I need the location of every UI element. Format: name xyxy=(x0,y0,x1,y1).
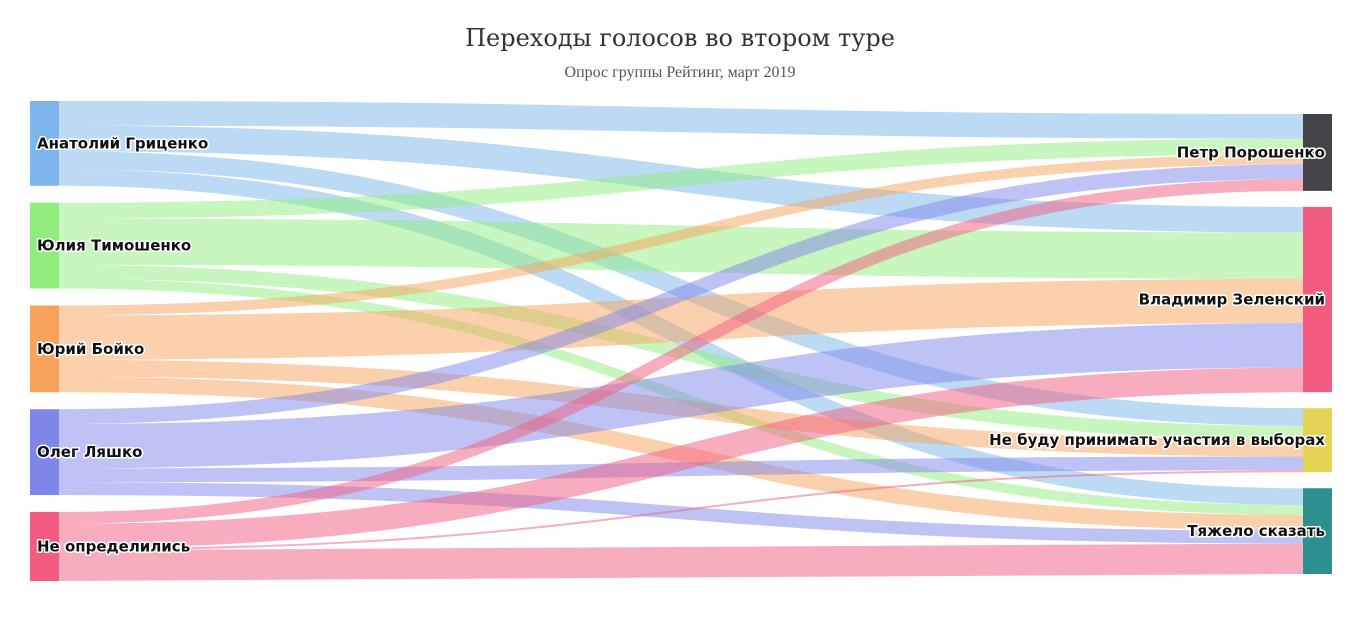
node-label-zelensky: Владимир Зеленский xyxy=(1139,291,1325,309)
link-grytsenko-to-poroshenko[interactable] xyxy=(58,101,1304,139)
node-label-tymoshenko: Юлия Тимошенко xyxy=(37,237,191,255)
node-lyashko[interactable] xyxy=(30,409,59,496)
chart-title: Переходы голосов во втором туре xyxy=(465,24,895,52)
node-undecided[interactable] xyxy=(30,512,59,581)
node-grytsenko[interactable] xyxy=(30,101,59,186)
node-label-abstain: Не буду принимать участия в выборах xyxy=(989,431,1325,449)
node-abstain[interactable] xyxy=(1303,408,1332,473)
link-lyashko-to-zelensky[interactable] xyxy=(58,323,1304,469)
node-label-grytsenko: Анатолий Гриценко xyxy=(37,134,208,152)
link-undecided-to-abstain[interactable] xyxy=(58,470,1304,551)
node-poroshenko[interactable] xyxy=(1303,114,1332,191)
link-tymoshenko-to-poroshenko[interactable] xyxy=(58,138,1304,219)
link-tymoshenko-to-zelensky[interactable] xyxy=(58,218,1304,279)
node-label-hard: Тяжело сказать xyxy=(1187,522,1325,540)
links-layer xyxy=(58,101,1304,581)
labels-layer: Анатолий Гриценко Юлия Тимошенко Юрий Бойк… xyxy=(36,133,1327,557)
node-boyko[interactable] xyxy=(30,305,59,393)
node-label-boyko: Юрий Бойко xyxy=(37,340,144,358)
link-lyashko-to-hard[interactable] xyxy=(58,482,1304,544)
node-label-undecided: Не определились xyxy=(37,538,190,556)
link-boyko-to-zelensky[interactable] xyxy=(58,278,1304,360)
nodes-layer xyxy=(30,101,1332,581)
node-zelensky[interactable] xyxy=(1303,206,1332,393)
node-label-lyashko: Олег Ляшко xyxy=(37,443,142,461)
link-undecided-to-poroshenko[interactable] xyxy=(58,179,1304,524)
node-label-poroshenko: Петр Порошенко xyxy=(1177,143,1325,161)
link-undecided-to-hard[interactable] xyxy=(58,543,1304,581)
link-boyko-to-poroshenko[interactable] xyxy=(58,154,1304,316)
chart-subtitle: Опрос группы Рейтинг, март 2019 xyxy=(564,64,796,81)
node-hard[interactable] xyxy=(1303,488,1332,574)
node-tymoshenko[interactable] xyxy=(30,202,59,289)
link-lyashko-to-poroshenko[interactable] xyxy=(58,164,1304,425)
link-undecided-to-zelensky[interactable] xyxy=(58,367,1304,549)
